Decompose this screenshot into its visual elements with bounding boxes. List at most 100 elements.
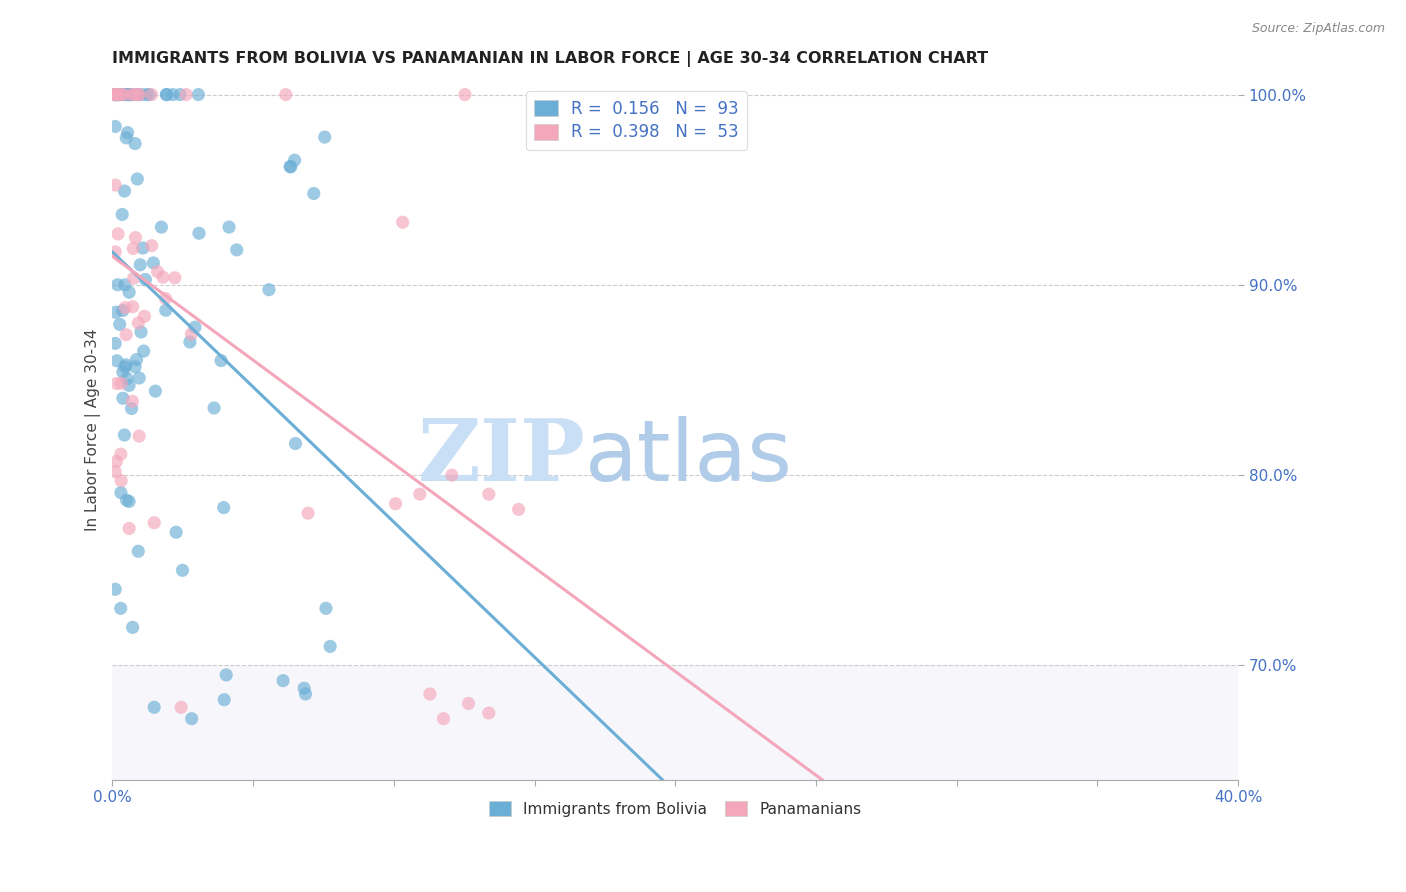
Point xyxy=(111,303,134,318)
Point xyxy=(271,673,294,688)
Point xyxy=(111,391,134,405)
Point xyxy=(108,318,131,332)
Point xyxy=(114,184,136,198)
Point xyxy=(117,87,139,102)
Y-axis label: In Labor Force | Age 30-34: In Labor Force | Age 30-34 xyxy=(86,328,101,531)
Point xyxy=(129,325,152,339)
Point xyxy=(152,270,174,285)
Point xyxy=(432,712,454,726)
Point xyxy=(457,697,479,711)
Point xyxy=(104,178,127,193)
Point xyxy=(257,283,280,297)
Point xyxy=(302,186,325,201)
Point xyxy=(163,270,186,285)
Point xyxy=(202,401,225,415)
Point xyxy=(187,87,209,102)
Point xyxy=(112,87,135,102)
Point xyxy=(105,376,128,391)
Point xyxy=(104,87,127,102)
Point xyxy=(292,681,315,696)
Point xyxy=(124,359,146,374)
Text: Source: ZipAtlas.com: Source: ZipAtlas.com xyxy=(1251,22,1385,36)
Point xyxy=(409,487,432,501)
Bar xyxy=(112,665,1239,780)
Point xyxy=(128,371,150,385)
Point xyxy=(419,687,441,701)
Point xyxy=(121,620,143,634)
Point xyxy=(155,303,177,318)
Point xyxy=(104,87,127,102)
Point xyxy=(280,160,302,174)
Point xyxy=(107,277,129,292)
Point xyxy=(319,640,342,654)
Point xyxy=(104,465,127,479)
Point xyxy=(215,668,238,682)
Point xyxy=(110,485,132,500)
Point xyxy=(174,87,197,102)
Point xyxy=(127,172,149,186)
Point xyxy=(114,301,136,315)
Point xyxy=(122,271,145,285)
Point xyxy=(134,310,156,324)
Point xyxy=(454,87,477,102)
Point xyxy=(218,220,240,235)
Point xyxy=(104,87,127,102)
Point xyxy=(112,87,135,102)
Point xyxy=(111,365,134,379)
Point xyxy=(179,334,201,349)
Point xyxy=(141,87,163,102)
Text: ZIP: ZIP xyxy=(418,416,585,500)
Point xyxy=(118,378,141,392)
Point xyxy=(107,87,129,102)
Point xyxy=(225,243,247,257)
Point xyxy=(508,502,530,516)
Point xyxy=(122,242,145,256)
Point xyxy=(315,601,337,615)
Point xyxy=(169,87,191,102)
Text: IMMIGRANTS FROM BOLIVIA VS PANAMANIAN IN LABOR FORCE | AGE 30-34 CORRELATION CHA: IMMIGRANTS FROM BOLIVIA VS PANAMANIAN IN… xyxy=(112,51,988,67)
Point xyxy=(141,238,163,252)
Point xyxy=(165,525,187,540)
Point xyxy=(127,544,149,558)
Point xyxy=(125,352,148,367)
Point xyxy=(110,474,132,488)
Point xyxy=(180,712,202,726)
Point xyxy=(110,601,132,615)
Legend: Immigrants from Bolivia, Panamanians: Immigrants from Bolivia, Panamanians xyxy=(482,794,869,824)
Point xyxy=(132,241,155,255)
Point xyxy=(107,227,129,241)
Point xyxy=(188,226,211,240)
Point xyxy=(143,700,166,714)
Point xyxy=(121,87,143,102)
Point xyxy=(129,258,152,272)
Point xyxy=(104,305,127,319)
Point xyxy=(145,384,167,398)
Point xyxy=(212,500,235,515)
Point xyxy=(150,220,173,235)
Point xyxy=(121,394,143,409)
Point xyxy=(184,320,207,334)
Point xyxy=(170,700,193,714)
Point xyxy=(124,230,146,244)
Point xyxy=(284,153,307,168)
Point xyxy=(115,327,138,342)
Point xyxy=(138,87,160,102)
Point xyxy=(122,87,145,102)
Point xyxy=(142,256,165,270)
Point xyxy=(128,87,150,102)
Point xyxy=(172,563,194,577)
Point xyxy=(104,87,127,102)
Point xyxy=(155,87,177,102)
Point xyxy=(110,376,132,391)
Point xyxy=(107,87,129,102)
Point xyxy=(114,359,136,374)
Point xyxy=(127,87,149,102)
Point xyxy=(105,454,128,468)
Point xyxy=(108,87,131,102)
Point xyxy=(115,371,138,385)
Point xyxy=(115,493,138,508)
Point xyxy=(314,130,336,145)
Point xyxy=(127,316,149,330)
Point xyxy=(146,265,169,279)
Point xyxy=(212,692,235,706)
